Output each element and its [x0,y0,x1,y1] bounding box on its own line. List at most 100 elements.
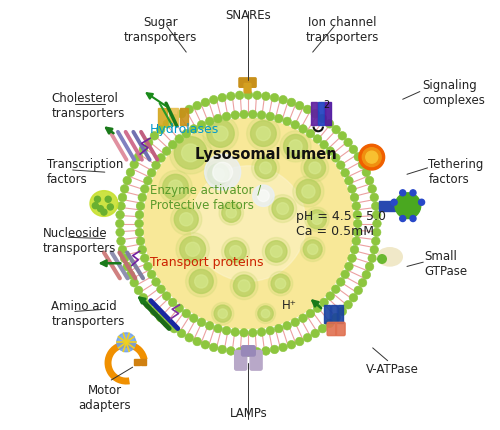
Circle shape [207,120,234,147]
Circle shape [150,307,158,316]
Circle shape [108,204,114,210]
Circle shape [344,301,352,309]
Circle shape [368,254,376,263]
Text: Ion channel
transporters: Ion channel transporters [306,16,380,44]
Circle shape [159,170,192,204]
Circle shape [277,203,288,215]
FancyBboxPatch shape [242,346,255,356]
Text: Transport proteins: Transport proteins [150,256,264,269]
Circle shape [272,198,293,219]
Circle shape [391,199,397,205]
Circle shape [213,126,228,141]
Circle shape [238,280,250,292]
Circle shape [336,161,345,169]
Circle shape [246,117,280,150]
Bar [141,359,146,365]
Circle shape [266,241,287,262]
Circle shape [144,119,354,329]
Circle shape [341,169,349,177]
Circle shape [135,211,143,219]
Text: SNAREs: SNAREs [226,9,272,22]
Circle shape [352,202,360,210]
Circle shape [180,213,193,226]
Circle shape [268,195,296,222]
FancyBboxPatch shape [250,350,262,370]
Circle shape [168,298,177,307]
Circle shape [248,329,257,337]
Circle shape [193,101,202,110]
Circle shape [156,285,166,294]
Circle shape [222,112,231,121]
Text: Signaling
complexes: Signaling complexes [422,79,485,107]
Circle shape [279,343,287,352]
Circle shape [219,201,244,225]
Circle shape [271,274,290,293]
Circle shape [206,322,214,330]
Circle shape [206,117,214,126]
Circle shape [372,237,380,246]
Text: Nucleoside
transporters: Nucleoside transporters [42,227,116,255]
Circle shape [120,254,129,263]
Circle shape [139,293,147,302]
Circle shape [304,157,326,178]
Text: pH = 4.5 – 5.0
Ca = 0.5mM: pH = 4.5 – 5.0 Ca = 0.5mM [296,209,386,237]
Circle shape [318,114,327,123]
Circle shape [372,202,380,210]
Circle shape [230,205,267,242]
Circle shape [312,214,322,224]
Bar [325,101,330,125]
Circle shape [116,219,124,228]
Circle shape [332,125,340,134]
Circle shape [144,138,153,147]
Circle shape [197,120,206,129]
Circle shape [135,219,143,228]
Circle shape [116,202,126,210]
Circle shape [196,172,300,275]
Circle shape [258,190,270,202]
Circle shape [136,237,145,246]
Circle shape [256,304,276,324]
Bar [318,101,324,125]
Circle shape [244,348,252,356]
Circle shape [276,278,285,289]
Text: Tethering
factors: Tethering factors [428,158,484,186]
Circle shape [189,270,213,293]
Circle shape [260,162,272,174]
Circle shape [190,125,198,133]
Circle shape [186,242,200,256]
Circle shape [279,95,287,104]
Circle shape [170,204,202,235]
Circle shape [244,91,252,99]
Circle shape [94,196,100,202]
Circle shape [212,169,224,180]
Circle shape [166,142,330,305]
Circle shape [148,169,156,177]
Circle shape [154,129,344,319]
Text: Motor
adapters: Motor adapters [78,384,131,412]
Bar [158,108,167,125]
Circle shape [148,270,156,279]
Circle shape [213,162,233,182]
Circle shape [344,262,353,271]
Circle shape [366,151,378,163]
Circle shape [287,98,296,107]
Text: V-ATPase: V-ATPase [366,363,418,376]
Text: 2: 2 [323,100,329,110]
Circle shape [248,110,257,119]
Ellipse shape [90,190,118,216]
Circle shape [306,129,315,138]
Circle shape [214,324,222,333]
Circle shape [326,147,334,155]
Bar [338,305,344,323]
Circle shape [304,105,312,114]
Circle shape [362,148,381,166]
Circle shape [350,193,359,202]
Circle shape [293,176,324,207]
Circle shape [353,211,362,219]
Circle shape [222,326,231,335]
Circle shape [118,193,127,202]
Circle shape [226,92,235,101]
Circle shape [118,246,127,254]
Circle shape [144,176,152,185]
Circle shape [253,91,262,100]
